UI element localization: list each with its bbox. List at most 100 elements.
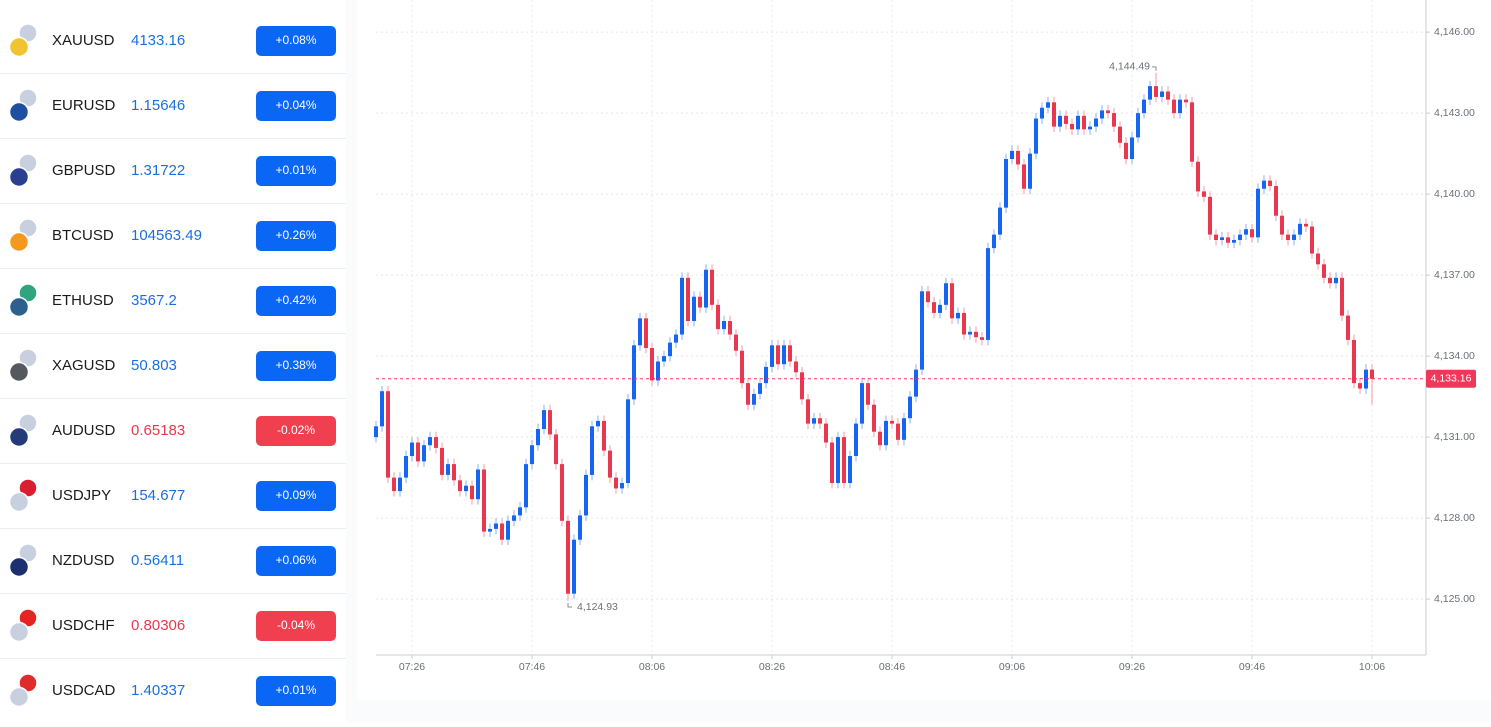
candle-body <box>404 456 408 478</box>
candle-body <box>1040 107 1044 119</box>
change-badge[interactable] <box>256 546 336 576</box>
candle-body <box>932 302 936 313</box>
change-badge[interactable] <box>256 416 336 446</box>
candle-body <box>1304 223 1308 227</box>
change: +0.01% <box>275 163 316 177</box>
candle-body <box>950 283 954 319</box>
candle-body <box>998 207 1002 235</box>
watchlist-row[interactable]: USDJPY 154.677 +0.09% <box>0 464 346 529</box>
candle-body <box>1160 91 1164 97</box>
candle-body <box>398 477 402 492</box>
candle-body <box>884 420 888 446</box>
change-badge[interactable] <box>256 481 336 511</box>
y-tick-label: 4,128.00 <box>1434 512 1475 524</box>
candle-body <box>434 437 438 448</box>
candle-body <box>674 334 678 343</box>
candle-body <box>1358 383 1362 389</box>
change: +0.42% <box>275 293 316 307</box>
candle-body <box>860 383 864 424</box>
candle-body <box>908 396 912 419</box>
change: +0.08% <box>275 33 316 47</box>
candle-body <box>1016 150 1020 165</box>
watchlist-row[interactable]: GBPUSD 1.31722 +0.01% <box>0 139 346 204</box>
change-badge[interactable] <box>256 91 336 121</box>
candle-body <box>680 277 684 335</box>
watchlist-row[interactable]: XAUUSD 4133.16 +0.08% <box>0 9 346 74</box>
candle-body <box>1142 99 1146 114</box>
candle-body <box>734 334 738 351</box>
symbol: NZDUSD <box>52 552 115 569</box>
price: 104563.49 <box>131 227 202 244</box>
candle-body <box>470 485 474 500</box>
candle-body <box>812 418 816 424</box>
candle-body <box>1076 115 1080 130</box>
watchlist-row[interactable]: NZDUSD 0.56411 +0.06% <box>0 529 346 594</box>
change-badge[interactable] <box>256 351 336 381</box>
candle-body <box>1352 339 1356 384</box>
change-badge[interactable] <box>256 286 336 316</box>
candle-body <box>1100 110 1104 119</box>
candle-body <box>1136 113 1140 138</box>
change-badge[interactable] <box>256 611 336 641</box>
candle-body <box>1070 123 1074 130</box>
candle-body <box>854 423 858 457</box>
change-badge[interactable] <box>256 676 336 706</box>
high-label: 4,144.49 <box>1109 61 1150 73</box>
watchlist-row[interactable]: EURUSD 1.15646 +0.04% <box>0 74 346 139</box>
watchlist-row[interactable]: BTCUSD 104563.49 +0.26% <box>0 204 346 269</box>
candle-body <box>626 399 630 484</box>
base-icon <box>8 101 30 123</box>
candle-body <box>512 515 516 521</box>
candle-body <box>1340 277 1344 316</box>
x-tick-label: 08:46 <box>879 661 905 673</box>
chart: 4,125.00 4,128.00 4,131.00 4,134.00 4,137.00… <box>374 0 1476 673</box>
candle-body <box>1280 215 1284 235</box>
change: -0.04% <box>277 618 315 632</box>
watchlist-row[interactable]: ETHUSD 3567.2 +0.42% <box>0 269 346 334</box>
candle-body <box>1220 237 1224 241</box>
quote-icon <box>18 608 38 628</box>
symbol: GBPUSD <box>52 162 116 179</box>
change-badge[interactable] <box>256 26 336 56</box>
candle-body <box>620 483 624 489</box>
candle-body <box>644 318 648 349</box>
candle-body <box>1196 161 1200 192</box>
candle-body <box>1208 196 1212 235</box>
change-badge[interactable] <box>256 156 336 186</box>
candle-body <box>1052 102 1056 127</box>
candle-body <box>1106 110 1110 114</box>
candle-body <box>548 410 552 435</box>
candle-body <box>848 456 852 484</box>
candle-body <box>380 391 384 427</box>
watchlist-row[interactable]: USDCHF 0.80306 -0.04% <box>0 594 346 659</box>
candle-body <box>1310 226 1314 254</box>
change: +0.26% <box>275 228 316 242</box>
high-marker <box>1152 66 1157 71</box>
last-price-tag <box>1426 369 1476 388</box>
candle-body <box>1274 186 1278 216</box>
candle-body <box>1244 229 1248 235</box>
candle-body <box>740 350 744 384</box>
candle-body <box>704 269 708 308</box>
candle-body <box>956 312 960 319</box>
candle-body <box>878 431 882 446</box>
x-tick-label: 08:26 <box>759 661 785 673</box>
change-badge[interactable] <box>256 221 336 251</box>
watchlist-row[interactable]: USDCAD 1.40337 +0.01% <box>0 659 346 722</box>
change: +0.09% <box>275 488 316 502</box>
candle-body <box>554 434 558 465</box>
watchlist-row[interactable]: XAGUSD 50.803 +0.38% <box>0 334 346 399</box>
quote-icon <box>18 88 38 108</box>
candle-body <box>1184 99 1188 103</box>
candle-body <box>1370 369 1374 379</box>
quote-icon <box>18 23 38 43</box>
y-tick-label: 4,134.00 <box>1434 350 1475 362</box>
candle-body <box>530 445 534 465</box>
change: +0.06% <box>275 553 316 567</box>
candle-body <box>758 383 762 394</box>
candle-body <box>656 361 660 381</box>
candle-body <box>494 523 498 529</box>
candle-body <box>410 442 414 457</box>
watchlist-row[interactable]: AUDUSD 0.65183 -0.02% <box>0 399 346 464</box>
candle-body <box>518 507 522 516</box>
